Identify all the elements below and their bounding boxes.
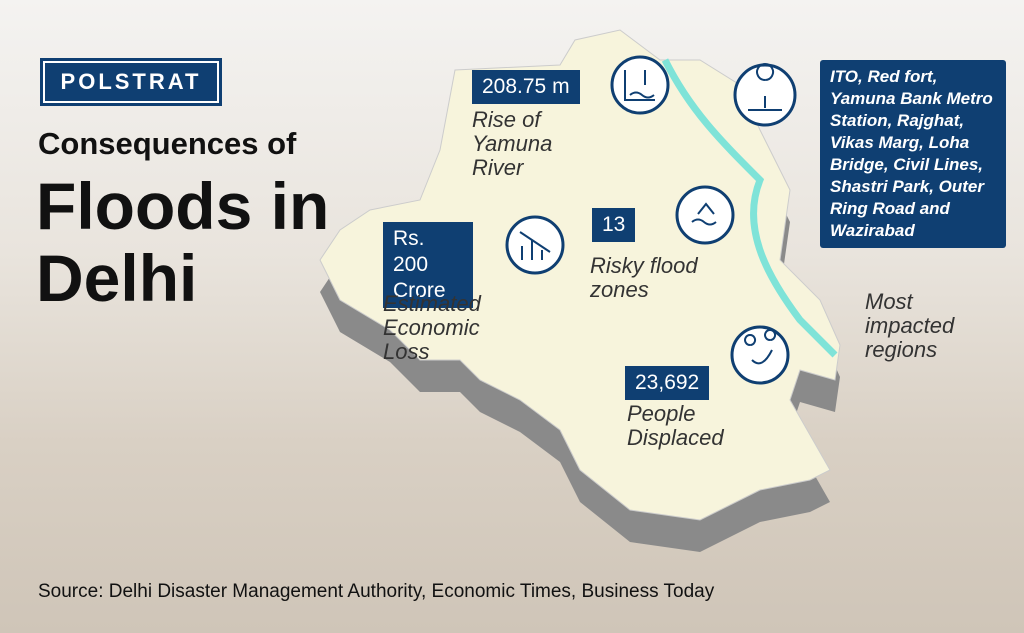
stat-value: 23,692 bbox=[625, 366, 710, 400]
delhi-map bbox=[319, 29, 841, 521]
icon-glyphs bbox=[519, 63, 782, 365]
kicker: Consequences of bbox=[38, 126, 297, 161]
stat-label: Rise of Yamuna River bbox=[472, 107, 553, 180]
title: Floods in Delhi bbox=[36, 169, 330, 315]
stat-label: Risky flood zones bbox=[590, 253, 698, 302]
stat-label: Estimated Economic Loss bbox=[383, 291, 481, 364]
regions-box: ITO, Red fort, Yamuna Bank Metro Station… bbox=[820, 60, 1006, 248]
yamuna-river bbox=[661, 58, 838, 358]
stat-value: Rs. 200 Crore bbox=[383, 222, 473, 308]
stat-value: 208.75 m bbox=[472, 70, 580, 104]
stat-label: Most impacted regions bbox=[865, 289, 955, 362]
stat-value: 13 bbox=[592, 208, 636, 242]
stat-label: People Displaced bbox=[627, 401, 724, 450]
source: Source: Delhi Disaster Management Author… bbox=[38, 581, 715, 602]
brand-logo: POLSTRAT bbox=[40, 58, 222, 106]
